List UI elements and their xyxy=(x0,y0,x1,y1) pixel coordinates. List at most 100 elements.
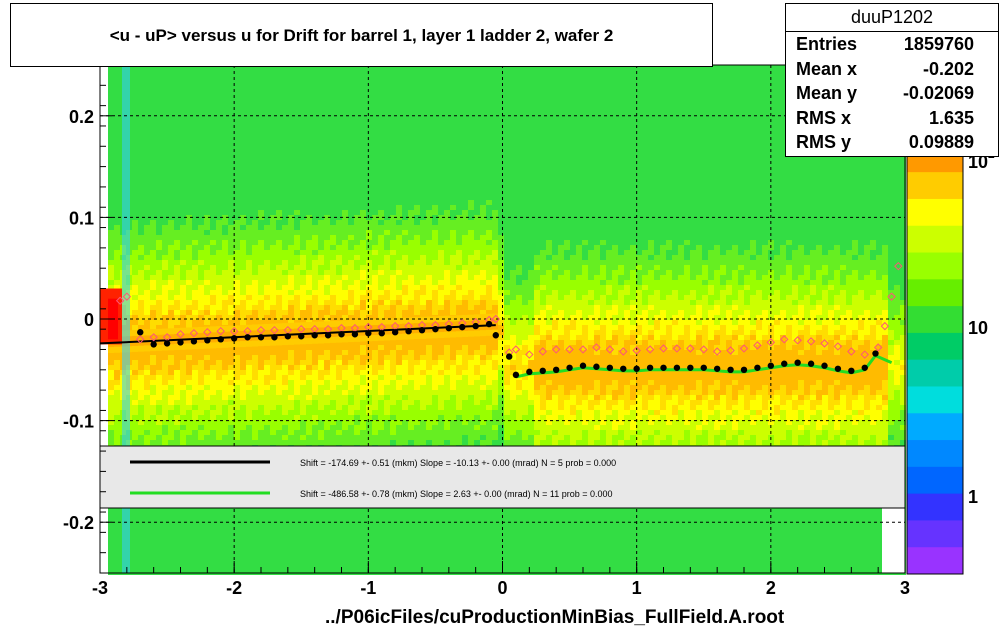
profile-point-black xyxy=(150,341,157,348)
profile-point-red xyxy=(672,344,682,353)
profile-point-black xyxy=(492,332,499,339)
profile-point-red xyxy=(873,343,883,352)
profile-point-black xyxy=(633,365,640,372)
stats-row-rms-x: RMS x 1.635 xyxy=(786,106,998,131)
profile-point-black xyxy=(271,334,278,341)
profile-point-black xyxy=(472,322,479,330)
profile-point-red xyxy=(686,344,695,353)
profile-point-red xyxy=(216,326,225,336)
title-box: <u - uP> versus u for Drift for barrel 1… xyxy=(10,3,713,67)
x-tick-label: 0 xyxy=(497,578,507,598)
stats-label: Entries xyxy=(796,34,858,54)
profile-point-black xyxy=(848,367,855,375)
profile-point-red xyxy=(860,350,869,359)
profile-point-black xyxy=(432,325,439,333)
stats-label: RMS x xyxy=(796,107,852,128)
palette-swatch xyxy=(907,466,963,495)
palette-swatch xyxy=(907,359,963,387)
profile-point-red xyxy=(726,346,735,355)
profile-point-red xyxy=(189,329,199,338)
profile-point-black xyxy=(754,364,761,371)
profile-point-red xyxy=(525,350,534,359)
stats-row-mean-x: Mean x -0.202 xyxy=(786,57,998,82)
profile-point-red xyxy=(538,347,547,356)
palette-tick-label: 1 xyxy=(968,487,978,507)
x-tick-label: 1 xyxy=(632,578,642,598)
profile-point-red xyxy=(766,338,776,347)
axes: -3 -2 -1 0 1 2 3 -0.2 -0.1 0 0.1 0.2 xyxy=(63,64,910,598)
stats-box: duuP1202 Entries 1859760 Mean x -0.202 M… xyxy=(785,3,999,157)
profile-point-black xyxy=(700,364,707,371)
palette-swatch xyxy=(907,547,963,575)
stats-row-rms-y: RMS y 0.09889 xyxy=(786,130,998,155)
profile-point-red xyxy=(780,335,789,344)
profile-point-red xyxy=(793,336,802,345)
profile-point-black xyxy=(230,335,238,342)
profile-point-red xyxy=(887,292,896,301)
profile-point-black xyxy=(324,332,332,339)
y-tick-label: 0.2 xyxy=(69,107,94,127)
profile-point-red xyxy=(115,296,125,305)
profile-point-black xyxy=(163,340,171,347)
y-tick-label: -0.1 xyxy=(63,412,94,432)
plot-title: <u - uP> versus u for Drift for barrel 1… xyxy=(109,26,614,45)
palette-tick-label: 10 xyxy=(968,152,988,172)
profile-point-red xyxy=(578,345,588,354)
profile-point-black xyxy=(620,365,627,372)
palette-swatch xyxy=(907,172,963,200)
profile-point-red xyxy=(592,343,601,352)
profile-point-black xyxy=(526,368,533,376)
y-tick-label: 0 xyxy=(84,310,94,330)
profile-point-red xyxy=(699,345,708,354)
profile-point-black xyxy=(713,365,721,372)
stats-label: RMS y xyxy=(796,132,852,152)
profile-point-red xyxy=(136,335,145,344)
profile-point-black xyxy=(391,329,399,336)
profile-point-black xyxy=(137,329,144,336)
x-tick-label: -2 xyxy=(226,578,242,598)
profile-point-red xyxy=(806,337,816,346)
profile-point-black xyxy=(512,371,520,379)
profile-point-black xyxy=(217,336,224,343)
profile-point-black xyxy=(579,362,587,369)
profile-point-black xyxy=(606,364,614,371)
y-tick-label: 0.1 xyxy=(69,208,94,228)
stats-value: -0.202 xyxy=(922,58,974,79)
profile-point-red xyxy=(894,261,903,271)
profile-point-black xyxy=(244,334,251,341)
profile-point-black xyxy=(566,364,573,371)
profile-point-black xyxy=(204,337,211,344)
profile-point-black xyxy=(177,339,184,346)
profile-point-black xyxy=(539,367,546,375)
palette-swatch xyxy=(907,493,963,521)
profile-point-black xyxy=(660,364,667,371)
profile-point-red xyxy=(256,325,266,335)
profile-point-black xyxy=(365,330,372,337)
palette-swatch xyxy=(907,332,963,361)
stats-value: 1859760 xyxy=(903,34,974,54)
palette-tick-label: 10 xyxy=(968,318,988,338)
profile-point-black xyxy=(405,327,412,335)
profile-point-black xyxy=(351,331,359,338)
profile-point-red xyxy=(551,345,561,354)
profile-point-red xyxy=(565,345,574,354)
palette-swatch xyxy=(907,306,963,334)
profile-point-black xyxy=(807,360,815,367)
legend-entry-text: Shift = -486.58 +- 0.78 (mkm) Slope = 2.… xyxy=(300,489,613,499)
profile-point-red xyxy=(659,344,668,353)
profile-point-black xyxy=(861,364,868,371)
palette-swatch xyxy=(907,225,963,254)
stats-row-mean-y: Mean y -0.02069 xyxy=(786,81,998,106)
profile-point-black xyxy=(781,360,788,367)
profile-point-black xyxy=(794,359,801,366)
fit-legend: Shift = -174.69 +- 0.51 (mkm) Slope = -1… xyxy=(99,445,906,509)
profile-point-black xyxy=(767,362,775,369)
profile-point-red xyxy=(203,328,212,337)
palette-swatch xyxy=(907,520,963,548)
palette-swatch xyxy=(907,440,963,468)
profile-point-black xyxy=(459,323,466,331)
profile-point-red xyxy=(297,324,306,334)
profile-point-black xyxy=(646,364,654,371)
profile-point-red xyxy=(632,346,641,355)
x-tick-label: 2 xyxy=(766,578,776,598)
